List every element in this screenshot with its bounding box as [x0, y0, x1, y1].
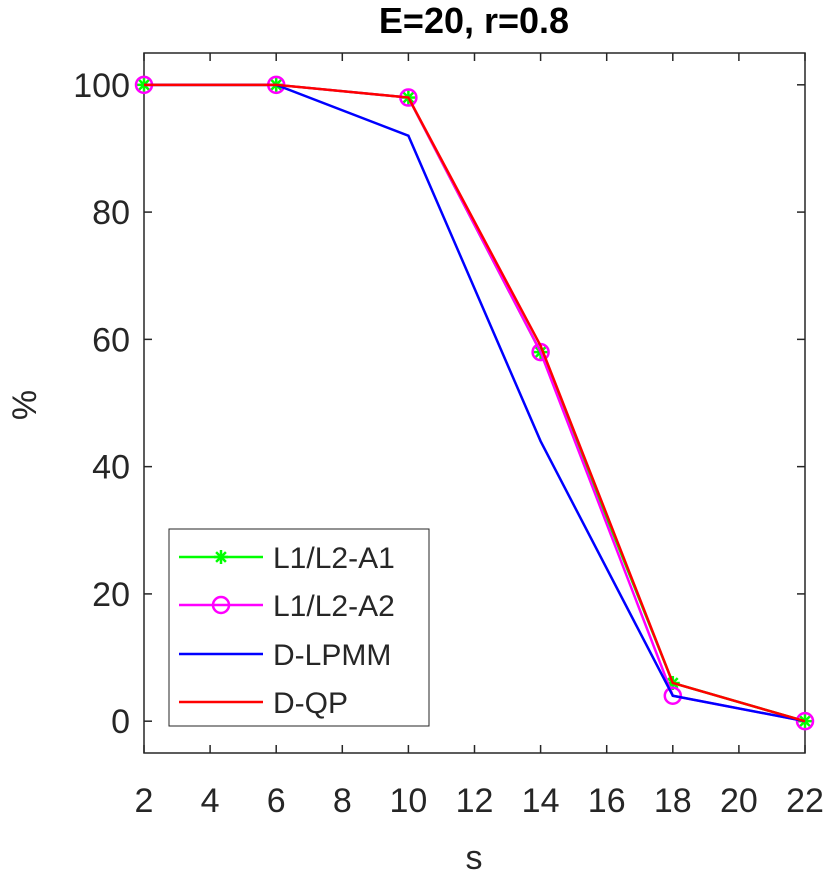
legend-item: L1/L2-A1: [179, 542, 395, 575]
legend-box: [168, 528, 430, 727]
x-tick-label: 20: [720, 782, 758, 820]
x-tick-label: 4: [201, 782, 220, 820]
x-tick-label: 6: [267, 782, 286, 820]
legend: L1/L2-A1 L1/L2-A2 D-LPMM D-QP: [168, 528, 430, 727]
legend-item: L1/L2-A2: [179, 590, 395, 623]
x-tick-label: 12: [456, 782, 494, 820]
series-line: [144, 83, 806, 723]
x-tick-label: 22: [786, 782, 824, 820]
x-tick-label: 18: [654, 782, 692, 820]
y-tick-label: 80: [92, 194, 130, 232]
legend-item: D-LPMM: [179, 639, 391, 672]
data-point: [795, 711, 815, 731]
data-point: [211, 595, 231, 615]
y-tick-label: 40: [92, 449, 130, 487]
x-tick-label: 14: [522, 782, 560, 820]
legend-item: D-QP: [179, 687, 348, 720]
legend-label: D-LPMM: [273, 639, 391, 672]
data-series: [134, 75, 815, 731]
series-d-qp: [144, 83, 806, 723]
y-tick-label: 0: [111, 703, 130, 741]
legend-label: L1/L2-A1: [273, 542, 395, 575]
x-tick-label: 16: [588, 782, 626, 820]
x-tick-label: 2: [135, 782, 154, 820]
y-tick-label: 60: [92, 321, 130, 359]
legend-label: D-QP: [273, 687, 348, 720]
axis-ticks: 2 4 6 8 10 12 14 16 18 20 22 0 20 40 60 80 100: [73, 53, 824, 820]
y-tick-label: 20: [92, 576, 130, 614]
x-axis-label: s: [466, 839, 483, 875]
data-point: [663, 686, 683, 705]
y-tick-label: 100: [73, 67, 130, 105]
x-tick-label: 8: [333, 782, 352, 820]
chart-title: E=20, r=0.8: [379, 0, 569, 41]
legend-label: L1/L2-A2: [273, 590, 395, 623]
y-axis-label: %: [6, 390, 44, 420]
data-point: [214, 550, 228, 564]
x-tick-label: 10: [389, 782, 427, 820]
